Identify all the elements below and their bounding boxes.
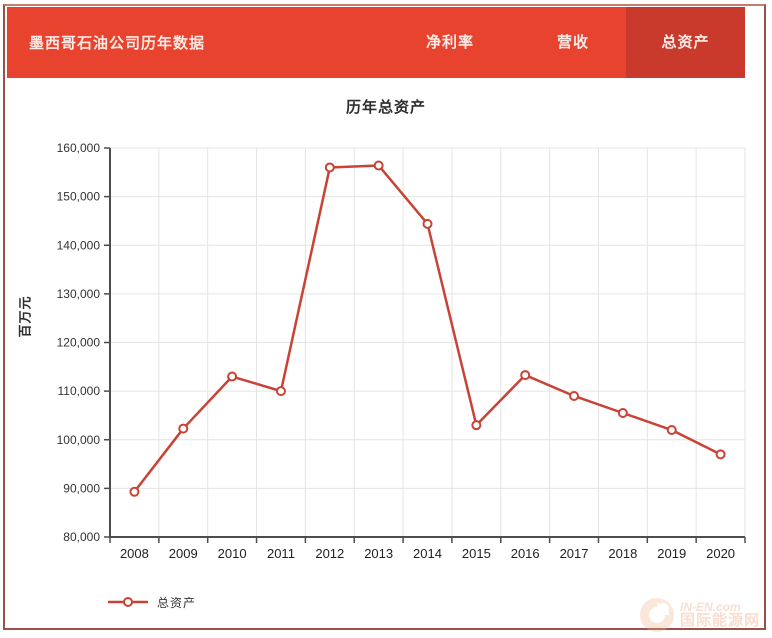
x-tick-label: 2017 [560,546,589,561]
data-point-2018[interactable] [617,408,628,419]
y-tick-label: 130,000 [57,287,101,301]
data-point-2016[interactable] [520,370,531,381]
data-point-2019[interactable] [666,425,677,436]
data-point-2013[interactable] [373,160,384,171]
x-tick-label: 2019 [657,546,686,561]
legend-label: 总资产 [157,595,197,610]
y-tick-label: 80,000 [63,530,100,544]
y-tick-label: 160,000 [57,141,101,155]
tab-net-profit-margin[interactable]: 净利率 [425,34,474,51]
x-tick-label: 2010 [218,546,247,561]
data-point-2015[interactable] [471,420,482,431]
page-title: 墨西哥石油公司历年数据 [29,35,206,52]
total-assets-line-chart: 80,000 90,000 100,000 110,000 120,000 130,000… [57,141,746,561]
x-tick-label: 2013 [364,546,393,561]
header: 墨西哥石油公司历年数据 净利率 营收 总资产 [7,7,745,78]
legend-item-total-assets[interactable]: 总资产 [106,592,196,612]
x-tick-label: 2016 [511,546,540,561]
data-point-2014[interactable] [422,218,433,229]
y-tick-label: 90,000 [63,481,100,495]
series-line-total-assets [133,164,722,493]
x-tick-label: 2018 [608,546,637,561]
x-tick-label: 2015 [462,546,491,561]
data-point-2011[interactable] [275,386,286,397]
data-point-2017[interactable] [569,390,580,401]
y-tick-label: 120,000 [57,336,101,350]
legend-marker-icon [108,597,148,607]
y-tick-label: 140,000 [57,238,101,252]
data-point-2020[interactable] [715,449,726,460]
chart-title: 历年总资产 [345,99,426,116]
x-tick-label: 2014 [413,546,442,561]
data-point-2009[interactable] [178,423,189,434]
tab-total-assets[interactable]: 总资产 [626,7,745,78]
y-tick-label: 110,000 [58,384,101,398]
page-frame [3,4,766,630]
y-tick-label: 150,000 [57,190,101,204]
x-tick-label: 2020 [706,546,735,561]
x-tick-label: 2012 [315,546,344,561]
tab-revenue[interactable]: 营收 [556,34,589,51]
x-tick-label: 2011 [267,546,295,561]
y-tick-label: 100,000 [57,433,101,447]
data-point-2008[interactable] [129,486,140,497]
x-tick-label: 2009 [169,546,198,561]
data-point-2012[interactable] [324,162,335,173]
x-tick-label: 2008 [120,546,149,561]
data-point-2010[interactable] [227,371,238,382]
